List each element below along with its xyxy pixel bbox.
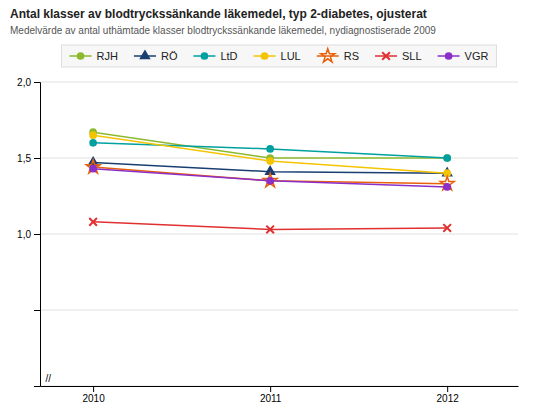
legend-item: VGR (438, 50, 489, 62)
x-axis-line (41, 386, 519, 387)
legend-swatch (317, 55, 339, 57)
legend-item: RÖ (134, 50, 178, 62)
point (267, 158, 273, 164)
y-axis-line (34, 83, 41, 387)
legend-item: LUL (254, 50, 301, 62)
y-tick-mark (34, 386, 40, 387)
y-axis: 1,0 1,5 2,0 (17, 77, 40, 387)
point (90, 132, 96, 138)
legend-marker (141, 51, 150, 59)
legend-label: RJH (97, 50, 118, 62)
y-tick (34, 310, 40, 311)
point (444, 184, 450, 190)
y-tick-mark (34, 82, 40, 83)
x-tick: 2011 (260, 386, 282, 404)
legend-marker (446, 53, 452, 59)
point (86, 160, 100, 173)
legend-label: VGR (465, 50, 489, 62)
series (89, 218, 451, 233)
series (90, 132, 450, 176)
y-tick: 2,0 (17, 77, 40, 88)
x-tick: 2010 (82, 386, 105, 404)
series (90, 129, 450, 161)
legend-item: SLL (375, 50, 422, 62)
grid (40, 82, 518, 386)
y-tick: 1,0 (17, 229, 40, 240)
x-tick-mark (270, 386, 271, 392)
series (90, 166, 450, 190)
series-line (93, 135, 447, 173)
point (89, 218, 97, 226)
x-tick: 2012 (437, 386, 460, 404)
legend-marker (321, 49, 335, 62)
point (444, 155, 450, 161)
point (266, 226, 274, 234)
point (267, 178, 273, 184)
y-tick-label: 2,0 (17, 77, 31, 88)
legend-item: RS (317, 49, 359, 62)
legend-marker (201, 53, 207, 59)
series-line (93, 132, 447, 158)
series (86, 160, 454, 190)
y-tick-mark (34, 158, 40, 159)
legend-box (62, 45, 497, 67)
grid-line (40, 82, 518, 83)
legend-label: LtD (220, 50, 237, 62)
legend-label: SLL (402, 50, 422, 62)
y-tick (34, 386, 40, 387)
title: Antal klasser av blodtryckssänkande läke… (10, 7, 427, 21)
grid-line (40, 386, 518, 387)
y-tick: 1,5 (17, 153, 40, 164)
subtitle: Medelvärde av antal uthämtade klasser bl… (10, 25, 436, 36)
y-tick-mark (34, 234, 40, 235)
point (90, 140, 96, 146)
series-line (93, 143, 447, 158)
point (443, 224, 451, 232)
annotation: // (46, 373, 52, 384)
chart: Antal klasser av blodtryckssänkande läke… (0, 0, 538, 418)
y-tick-label: 1,0 (17, 229, 31, 240)
point (440, 177, 454, 190)
legend-label: LUL (281, 50, 301, 62)
x-tick-mark (93, 386, 94, 392)
legend: RJH RÖ LtD LUL RS SLL VGR (62, 45, 497, 67)
marks (86, 129, 454, 233)
legend-item: LtD (193, 50, 237, 62)
legend-marker (382, 52, 390, 60)
point (90, 166, 96, 172)
plot: 1,0 1,5 2,0 2010 2011 2012 // (17, 77, 518, 404)
point (444, 155, 450, 161)
legend-label: RS (344, 50, 359, 62)
x-tick-label: 2010 (82, 393, 105, 404)
grid-line (40, 310, 518, 311)
series-line (93, 169, 447, 187)
y-tick-mark (34, 310, 40, 311)
legend-marker (261, 53, 267, 59)
x-tick-mark (447, 386, 448, 392)
legend-label: RÖ (161, 50, 178, 62)
y-tick-label: 1,5 (17, 153, 31, 164)
x-tick-label: 2012 (437, 393, 460, 404)
x-axis: 2010 2011 2012 (41, 386, 519, 404)
x-tick-label: 2011 (260, 393, 282, 404)
legend-marker (77, 53, 83, 59)
legend-item: RJH (70, 50, 118, 62)
grid-line (40, 234, 518, 235)
point (267, 146, 273, 152)
